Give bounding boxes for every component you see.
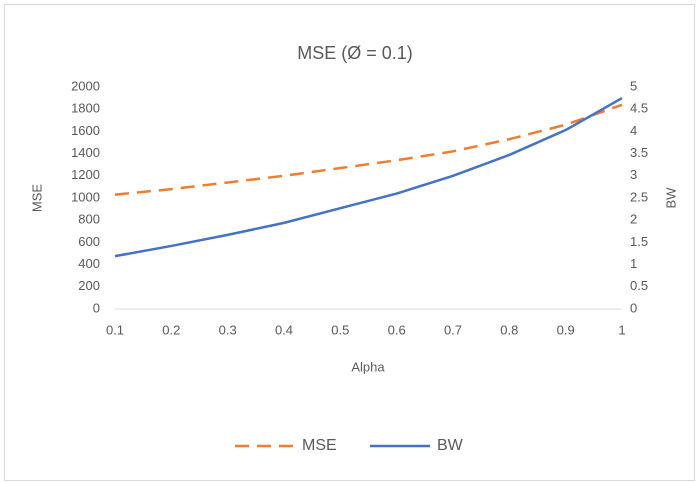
y-tick-label: 1800 — [71, 101, 100, 116]
x-tick-label: 0.1 — [106, 322, 124, 337]
y-tick-label: 0 — [93, 300, 100, 315]
y-tick-label: 1600 — [71, 123, 100, 138]
x-tick-label: 0.7 — [444, 322, 462, 337]
y2-tick-label: 2.5 — [630, 189, 648, 204]
chart-border — [4, 4, 695, 481]
x-tick-label: 0.3 — [219, 322, 237, 337]
x-tick-label: 1 — [618, 322, 625, 337]
y-axis-label: MSE — [29, 184, 44, 213]
y2-tick-label: 0 — [630, 300, 637, 315]
x-tick-label: 0.6 — [388, 322, 406, 337]
x-axis-label: Alpha — [351, 359, 385, 374]
line-series — [114, 97, 623, 258]
y-tick-label: 800 — [78, 212, 100, 227]
y2-tick-label: 1 — [630, 256, 637, 271]
y2-tick-label: 3 — [630, 167, 637, 182]
y2-tick-label: 5 — [630, 78, 637, 93]
y-tick-label: 1200 — [71, 167, 100, 182]
legend-label: BW — [437, 437, 464, 454]
y2-tick-label: 3.5 — [630, 145, 648, 160]
legend-label: MSE — [302, 437, 337, 454]
y-tick-label: 1400 — [71, 145, 100, 160]
y-tick-label: 2000 — [71, 78, 100, 93]
x-tick-label: 0.2 — [162, 322, 180, 337]
y2-axis-label: BW — [663, 187, 678, 209]
x-tick-label: 0.5 — [331, 322, 349, 337]
y2-tick-label: 0.5 — [630, 278, 648, 293]
y2-tick-label: 4 — [630, 123, 637, 138]
y-tick-label: 600 — [78, 234, 100, 249]
x-tick-label: 0.8 — [500, 322, 518, 337]
y-tick-label: 1000 — [71, 189, 100, 204]
y2-tick-label: 2 — [630, 212, 637, 227]
chart-title: MSE (Ø = 0.1) — [297, 43, 413, 63]
y2-tick-label: 4.5 — [630, 101, 648, 116]
y-tick-label: 400 — [78, 256, 100, 271]
x-tick-label: 0.9 — [557, 322, 575, 337]
y2-tick-label: 1.5 — [630, 234, 648, 249]
y-tick-label: 200 — [78, 278, 100, 293]
line-series — [114, 103, 623, 196]
x-tick-label: 0.4 — [275, 322, 293, 337]
